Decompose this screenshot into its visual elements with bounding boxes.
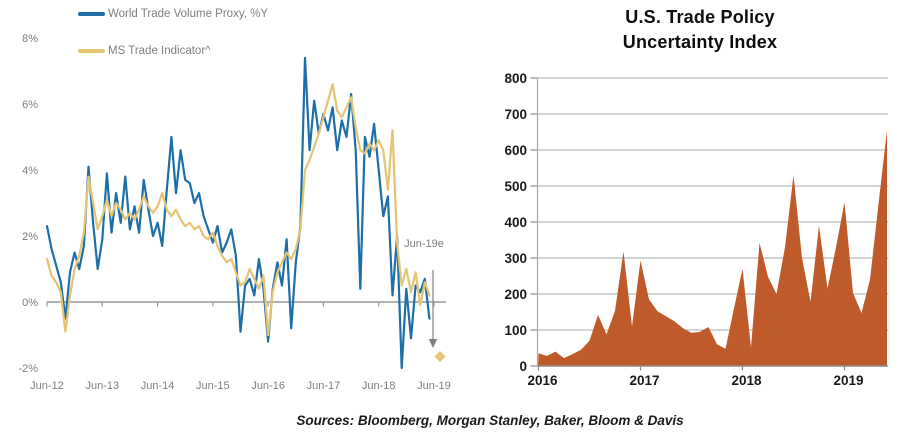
gold-line-swatch (78, 48, 105, 54)
svg-text:Jun-12: Jun-12 (30, 380, 64, 392)
svg-text:Jun-17: Jun-17 (307, 380, 341, 392)
svg-text:400: 400 (504, 215, 527, 230)
svg-text:Jun-16: Jun-16 (251, 380, 285, 392)
svg-text:Jun-18: Jun-18 (362, 380, 396, 392)
svg-text:0: 0 (519, 359, 527, 374)
svg-text:8%: 8% (22, 33, 38, 45)
svg-text:800: 800 (504, 71, 527, 86)
svg-text:700: 700 (504, 107, 527, 122)
svg-text:200: 200 (504, 287, 527, 302)
svg-text:2017: 2017 (629, 373, 659, 388)
right-chart-title: U.S. Trade Policy Uncertainty Index (480, 5, 900, 55)
svg-text:2018: 2018 (731, 373, 762, 388)
svg-text:6%: 6% (22, 99, 38, 111)
svg-text:2019: 2019 (833, 373, 863, 388)
svg-text:Jun-19: Jun-19 (417, 380, 451, 392)
legend-item-world-trade-volume: World Trade Volume Proxy, %Y (78, 8, 268, 20)
svg-text:2%: 2% (22, 231, 38, 243)
legend-label-world-trade-volume: World Trade Volume Proxy, %Y (108, 8, 269, 20)
svg-text:300: 300 (504, 251, 527, 266)
blue-line-swatch (78, 11, 105, 17)
svg-text:2016: 2016 (527, 373, 558, 388)
svg-text:-2%: -2% (18, 363, 38, 375)
sources-caption: Sources: Bloomberg, Morgan Stanley, Bake… (296, 413, 684, 428)
svg-text:Jun-13: Jun-13 (85, 380, 119, 392)
svg-text:500: 500 (504, 179, 527, 194)
svg-text:4%: 4% (22, 165, 38, 177)
right-chart-title-line-2: Uncertainty Index (622, 32, 778, 52)
svg-text:Jun-15: Jun-15 (196, 380, 230, 392)
right-chart-title-line-1: U.S. Trade Policy (625, 7, 775, 27)
legend-label-ms-trade-indicator: MS Trade Indicator^ (108, 45, 211, 57)
svg-text:600: 600 (504, 143, 527, 158)
legend-item-ms-trade-indicator: MS Trade Indicator^ (78, 45, 211, 57)
world-trade-line-plot: Jun-12 Jun-13 Jun-14 Jun-15 Jun-16 Jun-17 Jun-… (18, 33, 451, 392)
svg-text:Jun-14: Jun-14 (141, 380, 175, 392)
svg-text:100: 100 (504, 323, 527, 338)
svg-text:Jun-19e: Jun-19e (404, 238, 444, 250)
svg-text:0%: 0% (22, 297, 38, 309)
